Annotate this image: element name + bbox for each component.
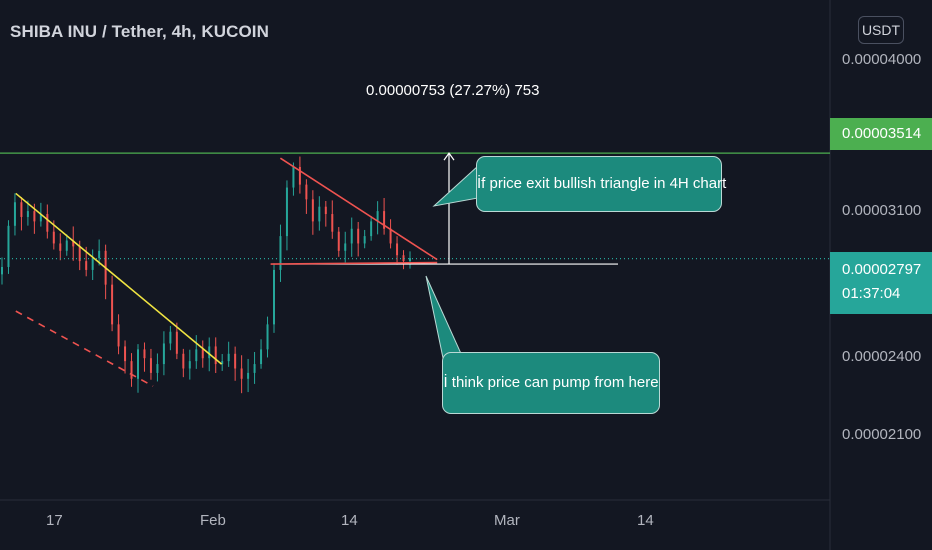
target-price-tag: 0.00003514 xyxy=(830,118,932,150)
candle-body xyxy=(72,240,75,247)
candle-body xyxy=(175,331,178,354)
candle-body xyxy=(376,211,379,222)
candle-body xyxy=(337,231,340,251)
candle-body xyxy=(363,236,366,244)
candle-body xyxy=(402,255,405,262)
candle-body xyxy=(195,349,198,362)
candle-body xyxy=(324,206,327,215)
candle-body xyxy=(305,184,308,200)
candle-body xyxy=(227,353,230,362)
x-tick-label: 17 xyxy=(46,512,63,529)
candle-body xyxy=(111,284,114,325)
trendline xyxy=(270,261,438,265)
trendline xyxy=(15,192,223,365)
candle-body xyxy=(370,221,373,237)
trendline xyxy=(15,310,154,387)
candle-body xyxy=(46,214,49,232)
candle-body xyxy=(292,166,295,188)
annotation-bullish-triangle[interactable]: İf price exit bullish triangle in 4H cha… xyxy=(476,156,726,212)
candle-body xyxy=(357,228,360,244)
candle-body xyxy=(279,236,282,270)
candle-body xyxy=(260,349,263,365)
candle-body xyxy=(20,202,23,217)
y-tick-label: 0.00004000 xyxy=(842,51,922,68)
current-price-tag: 0.00002797 01:37:04 xyxy=(830,252,932,314)
candle-body xyxy=(311,199,314,222)
candle-body xyxy=(1,266,3,275)
candle-body xyxy=(240,368,243,379)
candle-body xyxy=(65,240,68,251)
candle-body xyxy=(350,228,353,244)
candle-body xyxy=(389,228,392,244)
drawings-layer xyxy=(0,152,830,387)
measure-arrow-head xyxy=(443,152,455,161)
candle-body xyxy=(409,258,411,262)
y-tick-label: 0.00002100 xyxy=(842,426,922,443)
candle-body xyxy=(201,349,204,359)
candle-body xyxy=(396,243,399,256)
measure-label: 0.00000753 (27.27%) 753 xyxy=(366,82,540,99)
candle-body xyxy=(33,211,36,222)
candle-body xyxy=(52,231,55,244)
y-tick-label: 0.00003100 xyxy=(842,202,922,219)
candle-body xyxy=(298,166,301,185)
candle-body xyxy=(85,261,88,270)
candle-body xyxy=(117,324,120,347)
candle-body xyxy=(383,211,386,229)
x-tick-label: Feb xyxy=(200,512,226,529)
candle-body xyxy=(182,353,185,369)
callout-pointer-2 xyxy=(425,275,464,359)
candle-body xyxy=(188,361,191,369)
candle-body xyxy=(285,187,288,237)
candle-body xyxy=(91,258,94,270)
currency-button[interactable]: USDT xyxy=(858,16,904,44)
callout-pointer-1 xyxy=(432,164,479,207)
candle-body xyxy=(59,243,62,251)
candle-body xyxy=(98,250,101,259)
candle-body xyxy=(266,324,269,350)
candle-body xyxy=(234,353,237,369)
candle-body xyxy=(156,364,159,373)
candle-body xyxy=(26,211,29,217)
candle-body xyxy=(169,331,172,344)
candle-body xyxy=(331,214,334,232)
candle-body xyxy=(273,269,275,325)
candle-body xyxy=(143,349,146,359)
trendline xyxy=(279,157,438,261)
candle-body xyxy=(78,246,81,262)
candle-body xyxy=(208,346,211,359)
chart-title: SHIBA INU / Tether, 4h, KUCOIN xyxy=(10,22,269,41)
x-tick-label: 14 xyxy=(637,512,654,529)
candle-body xyxy=(247,372,250,379)
candle-body xyxy=(344,243,347,251)
candles-layer xyxy=(1,156,411,394)
candle-body xyxy=(13,202,16,226)
candle-body xyxy=(149,358,152,373)
bar-countdown: 01:37:04 xyxy=(842,285,901,302)
x-tick-label: 14 xyxy=(341,512,358,529)
candle-body xyxy=(253,364,256,373)
annotation-pump[interactable]: İ think price can pump from here xyxy=(442,352,660,414)
y-tick-label: 0.00002400 xyxy=(842,348,922,365)
candle-body xyxy=(130,361,133,379)
x-tick-label: Mar xyxy=(494,512,520,529)
candle-body xyxy=(7,225,10,267)
candle-body xyxy=(39,214,42,222)
current-price-value: 0.00002797 xyxy=(842,261,922,278)
candle-body xyxy=(124,346,127,362)
candle-body xyxy=(137,349,139,379)
candle-body xyxy=(221,361,224,365)
candle-body xyxy=(214,346,217,365)
candle-body xyxy=(318,206,321,222)
candle-body xyxy=(162,343,165,365)
